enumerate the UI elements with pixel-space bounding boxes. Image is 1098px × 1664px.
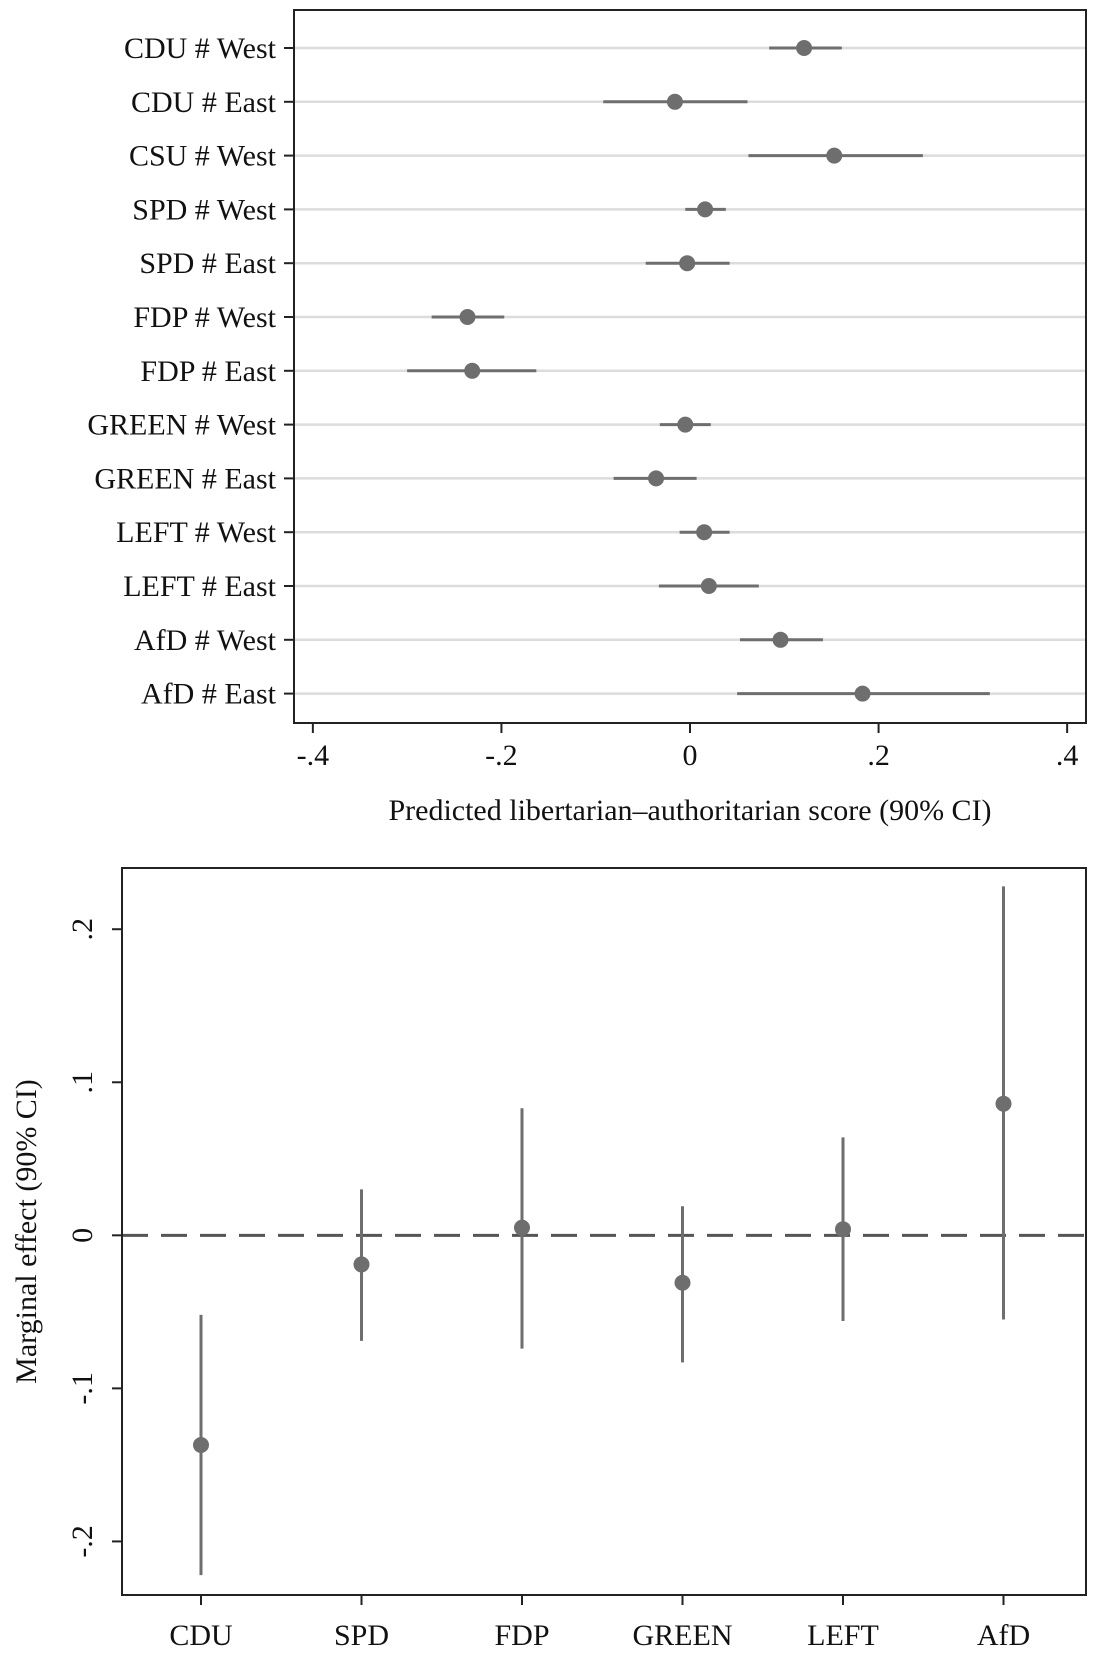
bottom-markers [193, 886, 1012, 1576]
category-label-cdu-east: CDU # East [131, 86, 277, 119]
point-cdu-west [796, 40, 813, 56]
point-cdu-east [666, 93, 683, 110]
category-label-cdu-west: CDU # West [124, 32, 277, 65]
y-tick-label-2: 0 [66, 1228, 99, 1243]
top-category-labels: CDU # West CDU # East CSU # West SPD # West… [87, 32, 294, 711]
point-spd [353, 1256, 370, 1273]
point-afd-west [772, 631, 789, 648]
point-cdu [193, 1437, 209, 1454]
point-fdp-east [464, 362, 481, 379]
category-label-spd: SPD [334, 1619, 389, 1652]
x-tick-label-4: .4 [1056, 739, 1079, 772]
point-afd [995, 1095, 1012, 1112]
category-label-green-east: GREEN # East [94, 462, 276, 495]
bottom-y-axis-title: Marginal effect (90% CI) [10, 1079, 43, 1384]
category-label-afd-east: AfD # East [141, 678, 277, 711]
y-tick-label-3: .1 [66, 1071, 99, 1094]
point-fdp-west [459, 309, 476, 325]
bottom-plot-frame [121, 867, 1087, 1596]
y-tick-label-1: -.1 [66, 1372, 99, 1405]
category-label-afd-west: AfD # West [134, 624, 277, 657]
x-tick-label-1: -.2 [485, 739, 518, 772]
top-x-axis-title: Predicted libertarian–authoritarian scor… [388, 794, 991, 827]
bottom-marginal-effect-plot: CDU SPD FDP GREEN LEFT AfD -.2 -.1 0 .1 .2 Margin… [10, 867, 1087, 1652]
category-label-left-west: LEFT # West [116, 516, 276, 549]
category-label-green: GREEN [633, 1619, 733, 1652]
top-plot-frame [293, 9, 1087, 724]
point-left-east [700, 578, 717, 594]
category-label-csu-west: CSU # West [129, 140, 277, 173]
point-green [674, 1274, 691, 1291]
category-label-spd-west: SPD # West [132, 193, 276, 226]
point-afd-east [854, 685, 871, 702]
point-left [835, 1221, 851, 1238]
category-label-fdp: FDP [494, 1619, 549, 1652]
category-label-spd-east: SPD # East [139, 247, 276, 280]
top-x-ticks: -.4 -.2 0 .2 .4 [297, 723, 1079, 772]
point-green-east [648, 470, 665, 487]
category-label-fdp-west: FDP # West [133, 301, 276, 334]
x-tick-label-0: -.4 [297, 739, 330, 772]
category-label-left-east: LEFT # East [123, 570, 276, 603]
category-label-green-west: GREEN # West [87, 409, 276, 442]
x-tick-label-2: 0 [683, 739, 698, 772]
top-coefficient-plot: CDU # West CDU # East CSU # West SPD # West… [87, 9, 1087, 827]
point-left-west [696, 524, 713, 541]
bottom-category-labels: CDU SPD FDP GREEN LEFT AfD [169, 1595, 1030, 1652]
category-label-left: LEFT [807, 1619, 879, 1652]
y-tick-label-4: .2 [66, 918, 99, 941]
category-label-cdu: CDU [169, 1619, 233, 1652]
point-fdp [514, 1219, 530, 1236]
point-spd-east [679, 255, 696, 272]
category-label-fdp-east: FDP # East [140, 355, 276, 388]
x-tick-label-3: .2 [867, 739, 890, 772]
point-green-west [677, 416, 694, 433]
point-csu-west [826, 147, 843, 164]
y-tick-label-0: -.2 [66, 1525, 99, 1558]
top-markers [407, 40, 990, 702]
point-spd-west [697, 201, 714, 218]
category-label-afd: AfD [977, 1619, 1030, 1652]
bottom-y-ticks: -.2 -.1 0 .1 .2 [66, 918, 122, 1558]
